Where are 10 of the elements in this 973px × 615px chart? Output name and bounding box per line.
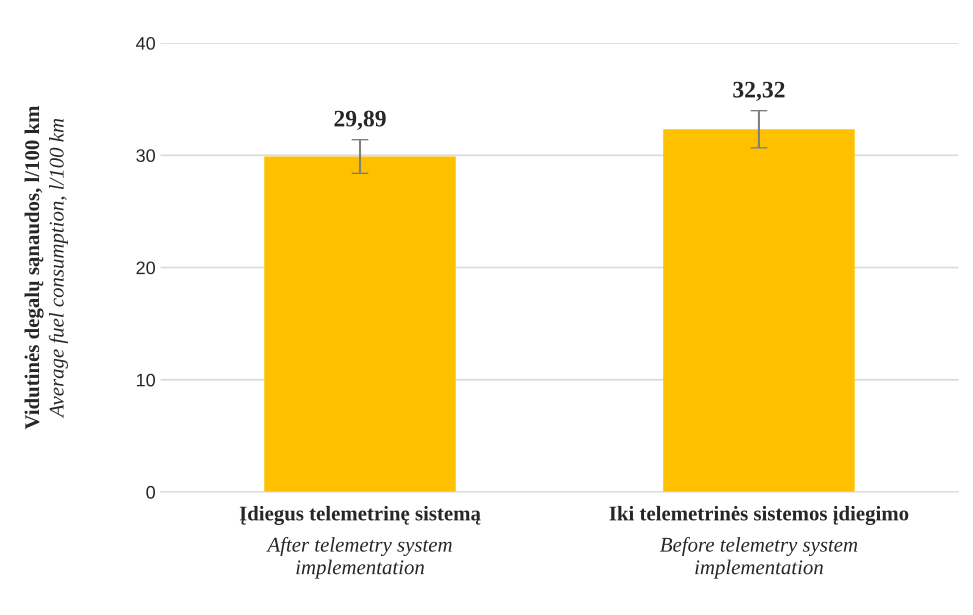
y-tick-label: 20 (136, 261, 155, 274)
y-tick-label: 40 (136, 36, 155, 50)
y-tick-label: 0 (146, 486, 155, 499)
category-label: Įdiegus telemetrinę sistemą After telemetry system implementation (240, 506, 481, 579)
data-label: 29,89 (334, 110, 386, 130)
data-label: 32,32 (733, 82, 784, 102)
y-axis-title: Vidutinės degalų sąnaudos, l/100 km Average fuel consumption, l/100 km (24, 106, 68, 430)
y-tick-label: 30 (136, 149, 155, 162)
category-label: Iki telemetrinės sistemos įdiegimo Before telemetry system implementation (609, 506, 908, 579)
y-tick-label: 10 (136, 374, 155, 386)
